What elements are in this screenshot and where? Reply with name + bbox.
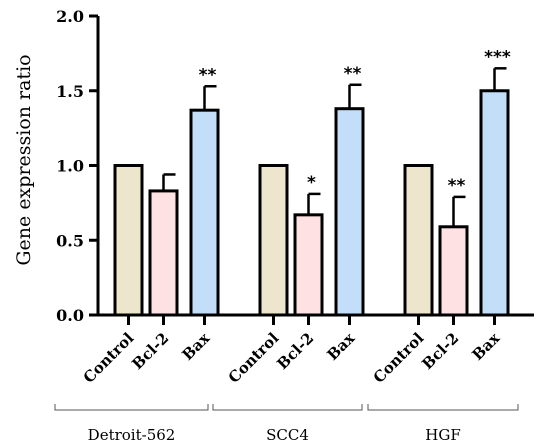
x-tick-label: Bcl-2 — [128, 329, 172, 373]
y-tick-label: 0.5 — [56, 231, 84, 250]
group-label: Detroit-562 — [88, 426, 176, 444]
significance-mark: *** — [484, 47, 511, 67]
x-tick-label: Bcl-2 — [273, 329, 317, 373]
bar-control — [258, 164, 289, 317]
x-tick-label: Bax — [468, 328, 504, 364]
y-tick-label: 0.0 — [56, 306, 84, 325]
x-tick-label: Control — [370, 329, 428, 387]
bar-bcl-2 — [148, 189, 179, 317]
bar-control — [403, 164, 434, 317]
y-tick-label: 1.0 — [56, 157, 84, 176]
y-axis-label: Gene expression ratio — [13, 54, 35, 265]
group-bracket — [212, 404, 363, 411]
group-bracket — [54, 404, 209, 411]
significance-mark: ** — [199, 65, 217, 85]
bar-control — [113, 164, 144, 317]
x-tick-label: Bax — [178, 328, 214, 364]
bar-bax — [189, 108, 220, 317]
group-brackets: Detroit-562 SCC4 HGF — [54, 404, 519, 444]
bars: ********** — [113, 47, 511, 317]
y-tick-label: 2.0 — [56, 7, 84, 26]
bar-bcl-2 — [438, 225, 469, 317]
significance-mark: ** — [448, 176, 466, 196]
bar-bcl-2 — [293, 213, 324, 317]
significance-mark: * — [307, 173, 316, 193]
y-tick-label: 1.5 — [56, 82, 84, 101]
x-tick-label: Bcl-2 — [418, 329, 462, 373]
x-tick-label: Bax — [323, 328, 359, 364]
x-tick-label: Control — [225, 329, 283, 387]
group-label: SCC4 — [266, 426, 309, 444]
group-label: HGF — [425, 426, 460, 444]
x-tick-label: Control — [80, 329, 138, 387]
significance-mark: ** — [344, 64, 362, 84]
bar-bax — [479, 89, 510, 317]
group-bracket — [367, 404, 519, 411]
bar-bax — [334, 107, 365, 317]
